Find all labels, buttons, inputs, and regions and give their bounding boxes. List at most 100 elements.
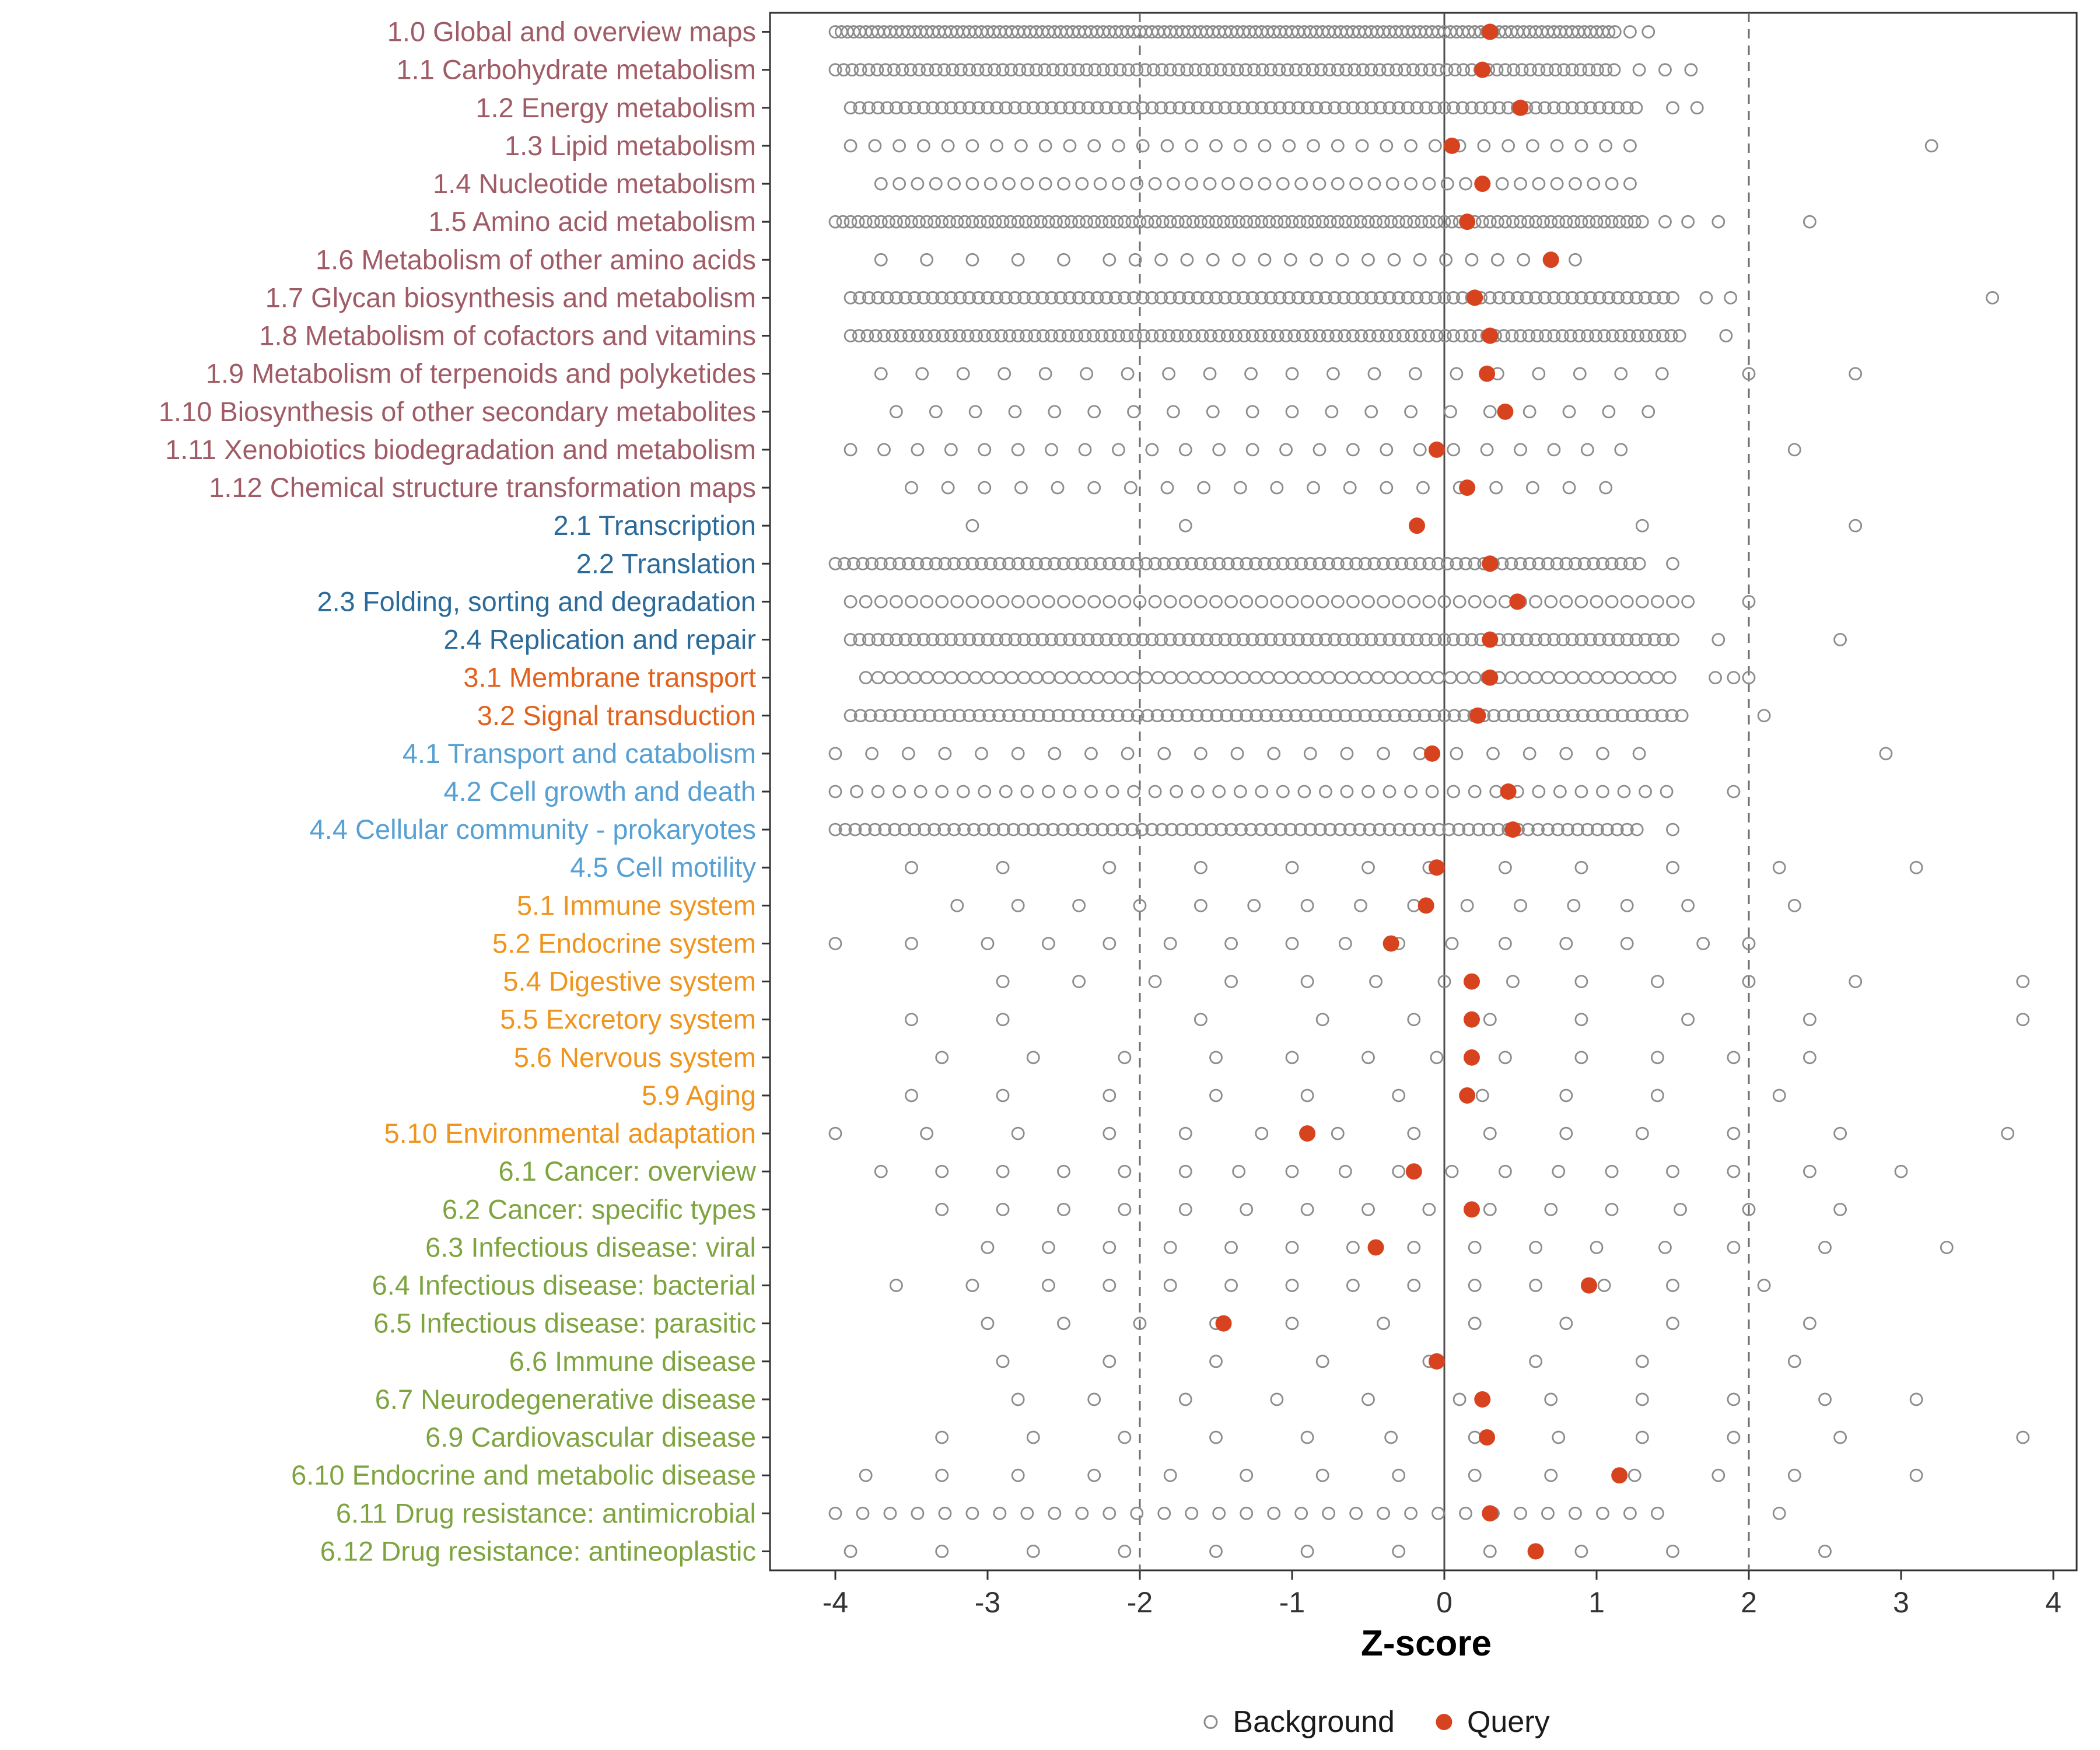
- background-point: [1194, 898, 1208, 912]
- background-point: [853, 633, 867, 646]
- background-point: [1136, 291, 1150, 304]
- background-point: [1205, 63, 1219, 77]
- background-point: [1296, 329, 1310, 342]
- background-point: [1559, 1088, 1573, 1102]
- background-point: [1245, 633, 1259, 646]
- background-point: [1321, 329, 1335, 342]
- background-point: [1364, 63, 1378, 77]
- background-point: [1014, 139, 1028, 153]
- background-point: [1218, 101, 1232, 115]
- background-point: [1285, 594, 1299, 608]
- background-point: [1502, 139, 1516, 153]
- background-point: [1474, 101, 1488, 115]
- background-point: [1462, 822, 1476, 836]
- background-point: [1367, 556, 1381, 570]
- background-point: [1672, 329, 1686, 342]
- background-point: [1021, 63, 1035, 77]
- query-point-icon: [1435, 1714, 1452, 1730]
- background-point: [1170, 709, 1184, 723]
- background-point: [1186, 215, 1200, 229]
- background-point: [1127, 633, 1140, 646]
- background-point: [1620, 633, 1634, 646]
- background-point: [911, 177, 925, 191]
- background-point: [943, 215, 957, 229]
- background-point: [1108, 101, 1122, 115]
- background-point: [1087, 139, 1101, 153]
- query-point: [1482, 555, 1499, 572]
- background-point: [1118, 633, 1132, 646]
- background-point: [1163, 63, 1177, 77]
- background-point: [973, 215, 987, 229]
- background-point: [1182, 101, 1195, 115]
- background-point: [965, 1279, 979, 1292]
- background-point-icon: [1203, 1715, 1218, 1729]
- background-point: [1666, 1164, 1679, 1178]
- background-point: [1172, 63, 1185, 77]
- background-point: [1596, 709, 1609, 723]
- category-label: 2.2 Translation: [576, 548, 756, 579]
- background-point: [1413, 556, 1427, 570]
- background-point: [1574, 291, 1588, 304]
- background-point: [981, 291, 995, 304]
- background-point: [1757, 709, 1771, 723]
- background-point: [1803, 1013, 1817, 1027]
- background-point: [965, 519, 979, 533]
- background-point: [1191, 291, 1205, 304]
- background-point: [1415, 215, 1429, 229]
- query-point: [1469, 707, 1486, 724]
- background-point: [1742, 671, 1756, 685]
- background-point: [2016, 1430, 2030, 1444]
- background-point: [1362, 1051, 1375, 1065]
- background-point: [1328, 709, 1342, 723]
- background-point: [1303, 747, 1317, 761]
- background-point: [1635, 1354, 1649, 1368]
- category-label: 4.4 Cellular community - prokaryotes: [310, 814, 756, 845]
- background-point: [1125, 822, 1139, 836]
- background-point: [1081, 633, 1095, 646]
- background-point: [1209, 1354, 1223, 1368]
- background-point: [1445, 215, 1459, 229]
- background-point: [1346, 633, 1360, 646]
- background-point: [1407, 1241, 1421, 1254]
- background-point: [1237, 101, 1250, 115]
- background-point: [1118, 291, 1132, 304]
- query-point: [1418, 897, 1434, 914]
- background-point: [936, 329, 950, 342]
- background-point: [1690, 101, 1704, 115]
- background-point: [853, 709, 867, 723]
- background-point: [1011, 898, 1025, 912]
- background-point: [1315, 1468, 1329, 1482]
- background-point: [1544, 1202, 1558, 1216]
- background-point: [1289, 709, 1303, 723]
- background-point: [971, 63, 985, 77]
- background-point: [1525, 481, 1539, 495]
- background-point: [1565, 101, 1579, 115]
- background-point: [1076, 822, 1090, 836]
- background-point: [1008, 633, 1022, 646]
- background-point: [1574, 63, 1587, 77]
- background-point: [1028, 329, 1042, 342]
- background-point: [1447, 101, 1461, 115]
- background-point: [1269, 709, 1283, 723]
- background-point: [1584, 633, 1597, 646]
- query-point: [1482, 23, 1499, 40]
- background-point: [1121, 367, 1135, 381]
- background-point: [1408, 709, 1422, 723]
- background-point: [901, 556, 915, 570]
- background-point: [1258, 139, 1272, 153]
- query-point: [1482, 669, 1499, 686]
- x-tick-label: -2: [1127, 1586, 1153, 1619]
- background-point: [965, 1506, 979, 1520]
- background-point: [1156, 215, 1170, 229]
- background-point: [1614, 329, 1628, 342]
- background-point: [1045, 329, 1059, 342]
- background-point: [1419, 633, 1433, 646]
- background-point: [1629, 101, 1643, 115]
- background-point: [836, 63, 850, 77]
- background-point: [1544, 1392, 1558, 1406]
- category-label: 1.9 Metabolism of terpenoids and polyket…: [206, 358, 756, 389]
- background-point: [1072, 633, 1086, 646]
- background-point: [1011, 1468, 1025, 1482]
- background-point: [863, 709, 877, 723]
- background-point: [1556, 101, 1570, 115]
